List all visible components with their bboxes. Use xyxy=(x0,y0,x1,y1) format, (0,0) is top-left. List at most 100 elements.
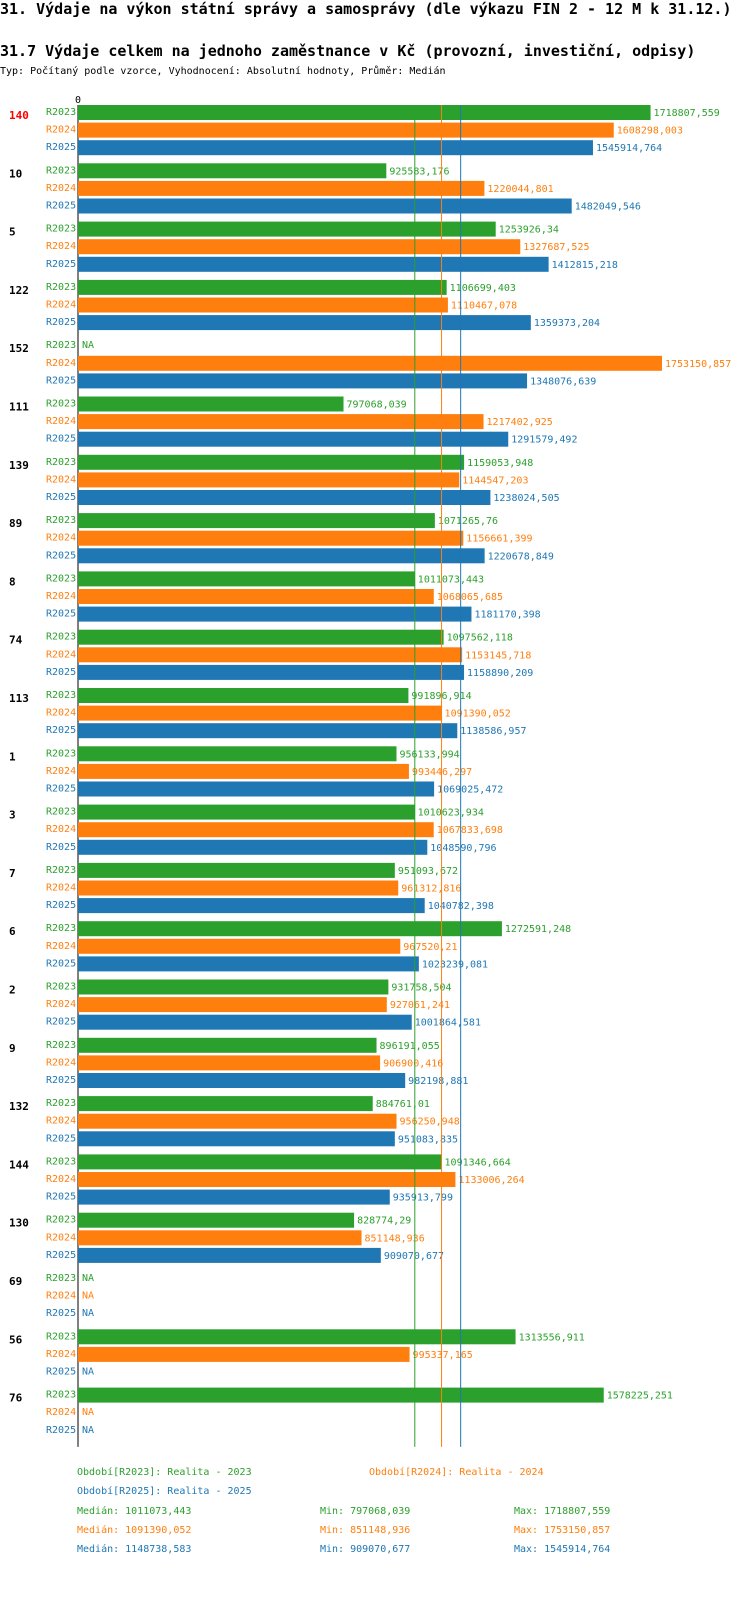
series-label-2-R2024: R2024 xyxy=(46,999,76,1010)
legend-period-r2025: Období[R2025]: Realita - 2025 xyxy=(77,1486,252,1497)
value-label-144-R2023: 1091346,664 xyxy=(445,1157,511,1168)
series-label-69-R2025: R2025 xyxy=(46,1308,76,1319)
value-label-6-R2025: 1023239,081 xyxy=(422,959,488,970)
value-label-5-R2023: 1253926,34 xyxy=(499,225,559,236)
value-label-74-R2025: 1158890,209 xyxy=(467,668,533,679)
group-label-8: 8 xyxy=(9,575,16,588)
bar-56-R2024 xyxy=(78,1346,410,1362)
series-label-9-R2023: R2023 xyxy=(46,1040,76,1051)
bar-139-R2024 xyxy=(78,472,460,488)
value-label-76-R2023: 1578225,251 xyxy=(607,1391,673,1402)
value-label-130-R2025: 909070,677 xyxy=(384,1251,444,1262)
legend-period-r2023: Období[R2023]: Realita - 2023 xyxy=(77,1467,252,1478)
value-label-10-R2023: 925583,176 xyxy=(389,166,449,177)
group-label-10: 10 xyxy=(9,167,22,180)
series-label-140-R2025: R2025 xyxy=(46,142,76,153)
group-label-130: 130 xyxy=(9,1217,29,1230)
series-label-111-R2024: R2024 xyxy=(46,416,76,427)
series-label-10-R2023: R2023 xyxy=(46,165,76,176)
value-label-8-R2023: 1011073,443 xyxy=(418,574,484,585)
value-label-139-R2023: 1159053,948 xyxy=(467,458,533,469)
series-label-76-R2024: R2024 xyxy=(46,1407,76,1418)
bar-89-R2024 xyxy=(78,530,464,546)
bar-140-R2025 xyxy=(78,140,593,156)
group-label-144: 144 xyxy=(9,1158,29,1171)
stat-median-r2023: Medián: 1011073,443 xyxy=(77,1506,192,1517)
value-label-3-R2024: 1067833,698 xyxy=(437,825,503,836)
bar-1-R2024 xyxy=(78,763,409,779)
stat-max-r2025: Max: 1545914,764 xyxy=(514,1544,611,1555)
value-label-139-R2024: 1144547,203 xyxy=(462,475,528,486)
bar-122-R2025 xyxy=(78,315,531,331)
bar-74-R2025 xyxy=(78,664,465,680)
bar-74-R2024 xyxy=(78,647,463,663)
bar-89-R2025 xyxy=(78,548,485,564)
bar-6-R2024 xyxy=(78,938,401,954)
bar-144-R2025 xyxy=(78,1189,390,1205)
value-label-89-R2023: 1071265,76 xyxy=(438,516,498,527)
series-label-6-R2024: R2024 xyxy=(46,941,76,952)
series-label-111-R2025: R2025 xyxy=(46,434,76,445)
series-label-74-R2024: R2024 xyxy=(46,649,76,660)
series-label-140-R2023: R2023 xyxy=(46,107,76,118)
series-label-76-R2023: R2023 xyxy=(46,1390,76,1401)
series-label-122-R2023: R2023 xyxy=(46,282,76,293)
value-label-8-R2024: 1068065,685 xyxy=(437,592,503,603)
group-label-9: 9 xyxy=(9,1042,16,1055)
na-label-69-R2024: NA xyxy=(82,1291,94,1302)
value-label-3-R2025: 1048590,796 xyxy=(430,843,496,854)
series-label-5-R2024: R2024 xyxy=(46,241,76,252)
value-label-132-R2023: 884761,01 xyxy=(376,1099,430,1110)
bar-140-R2023 xyxy=(78,105,651,120)
na-label-56-R2025: NA xyxy=(82,1367,94,1378)
value-label-5-R2024: 1327687,525 xyxy=(523,242,589,253)
na-label-76-R2024: NA xyxy=(82,1407,94,1418)
value-label-130-R2023: 828774,29 xyxy=(357,1216,411,1227)
series-label-3-R2024: R2024 xyxy=(46,824,76,835)
group-label-140: 140 xyxy=(9,109,29,122)
series-label-10-R2024: R2024 xyxy=(46,183,76,194)
stat-max-r2024: Max: 1753150,857 xyxy=(514,1525,611,1536)
stat-median-r2025: Medián: 1148738,583 xyxy=(77,1544,192,1555)
bar-8-R2025 xyxy=(78,606,472,622)
series-label-130-R2023: R2023 xyxy=(46,1215,76,1226)
group-label-7: 7 xyxy=(9,867,16,880)
series-label-122-R2025: R2025 xyxy=(46,317,76,328)
value-label-144-R2024: 1133006,264 xyxy=(458,1175,524,1186)
bar-89-R2023 xyxy=(78,513,435,529)
series-label-152-R2024: R2024 xyxy=(46,358,76,369)
value-label-2-R2023: 931758,504 xyxy=(391,983,451,994)
value-label-9-R2025: 982198,881 xyxy=(408,1076,468,1087)
stat-min-r2025: Min: 909070,677 xyxy=(320,1544,411,1555)
group-label-5: 5 xyxy=(9,226,16,239)
value-label-139-R2025: 1238024,505 xyxy=(493,493,559,504)
series-label-1-R2023: R2023 xyxy=(46,748,76,759)
series-label-89-R2024: R2024 xyxy=(46,533,76,544)
series-label-130-R2024: R2024 xyxy=(46,1232,76,1243)
group-label-2: 2 xyxy=(9,984,16,997)
bar-130-R2024 xyxy=(78,1230,362,1246)
axis-zero-label: 0 xyxy=(75,95,81,106)
series-label-69-R2024: R2024 xyxy=(46,1291,76,1302)
series-label-5-R2025: R2025 xyxy=(46,259,76,270)
bar-2-R2025 xyxy=(78,1014,412,1030)
bar-122-R2023 xyxy=(78,279,447,295)
legend-period-r2024: Období[R2024]: Realita - 2024 xyxy=(369,1467,544,1478)
value-label-111-R2024: 1217402,925 xyxy=(487,417,553,428)
value-label-130-R2024: 851148,936 xyxy=(365,1233,425,1244)
group-label-89: 89 xyxy=(9,517,22,530)
value-label-7-R2024: 961312,816 xyxy=(401,884,461,895)
value-label-7-R2023: 951093,672 xyxy=(398,866,458,877)
value-label-89-R2025: 1220678,849 xyxy=(488,551,554,562)
value-label-74-R2023: 1097562,118 xyxy=(447,633,513,644)
bar-111-R2024 xyxy=(78,414,484,430)
bar-113-R2024 xyxy=(78,705,442,721)
bar-9-R2024 xyxy=(78,1055,381,1071)
bar-10-R2023 xyxy=(78,163,387,179)
value-label-6-R2024: 967520,21 xyxy=(403,942,457,953)
value-label-6-R2023: 1272591,248 xyxy=(505,924,571,935)
value-label-132-R2024: 956250,948 xyxy=(400,1117,460,1128)
bar-1-R2025 xyxy=(78,781,435,797)
bar-chart: 0 140 R2023 1718807,559 R2024 1608298,003 R202… xyxy=(9,95,731,1447)
value-label-89-R2024: 1156661,399 xyxy=(466,534,532,545)
